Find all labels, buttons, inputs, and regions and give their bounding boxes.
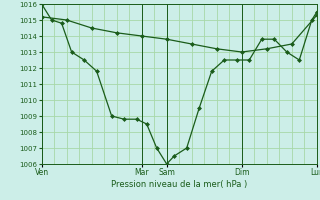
X-axis label: Pression niveau de la mer( hPa ): Pression niveau de la mer( hPa ) [111, 180, 247, 189]
